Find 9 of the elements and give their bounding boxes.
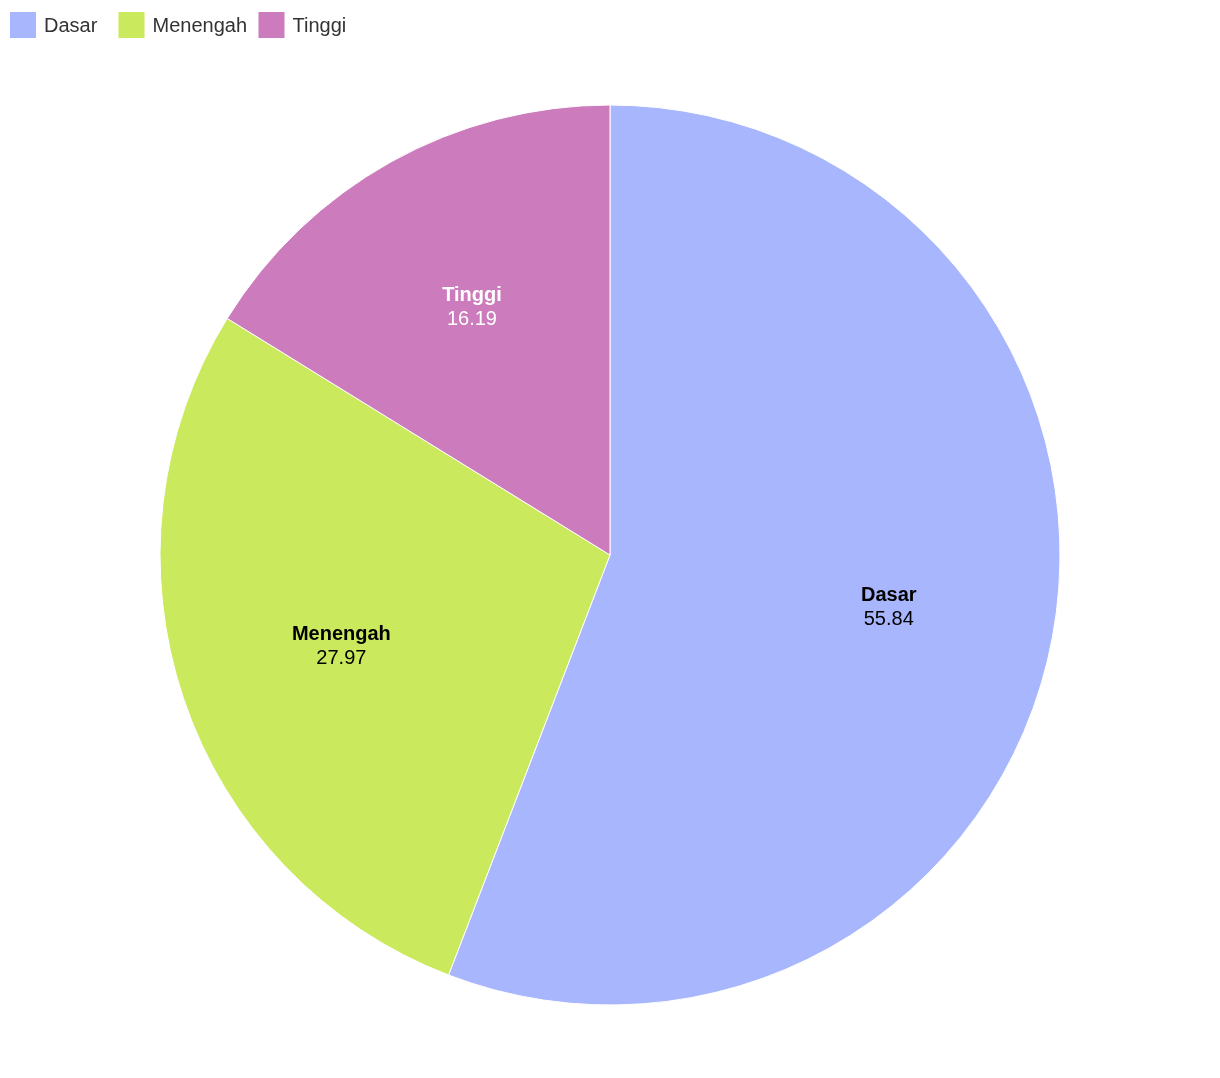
legend-label: Dasar xyxy=(44,14,98,36)
slice-label: Menengah xyxy=(291,621,391,644)
legend-label: Tinggi xyxy=(292,14,347,36)
data-label: 55.84 xyxy=(863,606,914,629)
legend-label: Menengah xyxy=(152,14,248,36)
data-label: 27.97 xyxy=(316,645,367,668)
data-label: 16.19 xyxy=(446,307,497,330)
slice-label: Dasar xyxy=(860,582,917,605)
slice-label: Tinggi xyxy=(442,283,502,306)
